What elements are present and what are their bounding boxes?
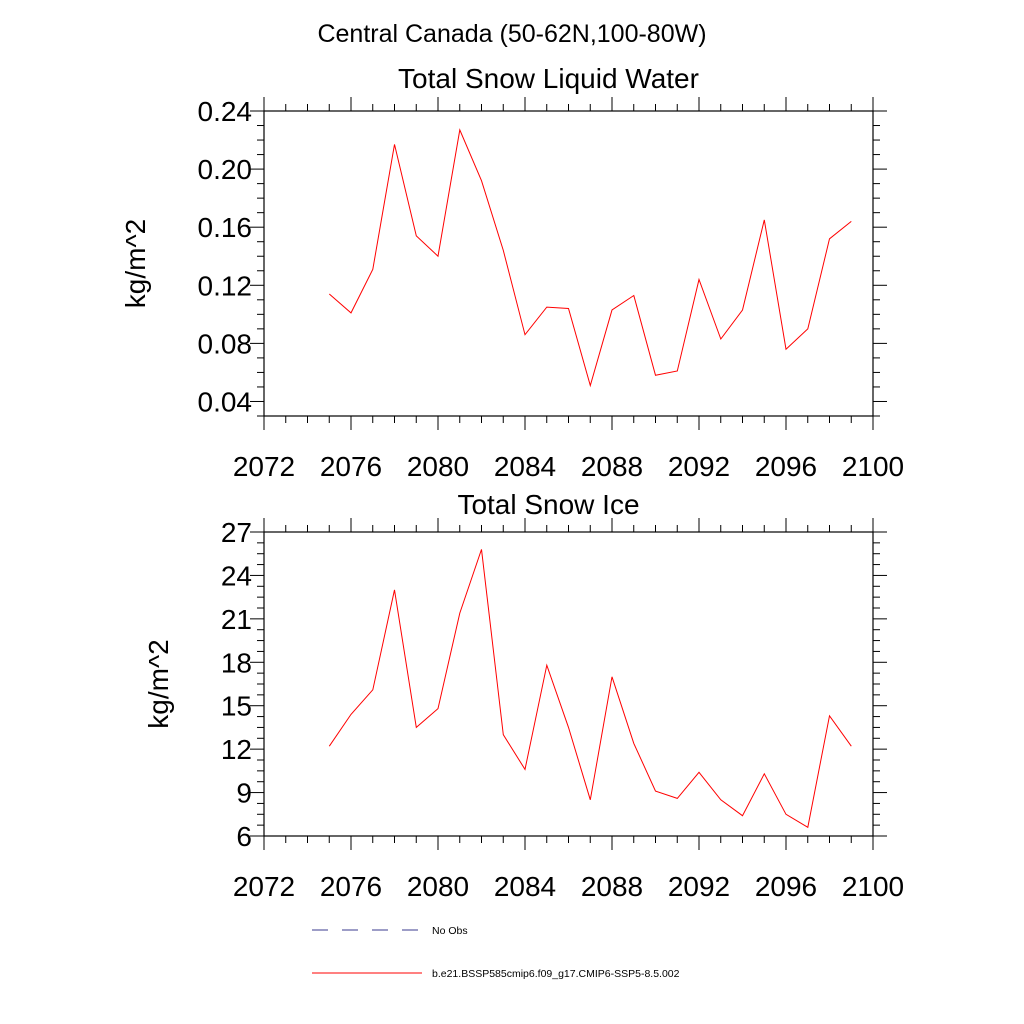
y-tick-label: 6 (236, 821, 252, 852)
figure-suptitle: Central Canada (50-62N,100-80W) (317, 20, 706, 48)
x-tick-label: 2084 (494, 451, 556, 482)
x-tick-label: 2096 (755, 451, 817, 482)
chart-title: Total Snow Ice (457, 489, 639, 520)
y-tick-label: 0.12 (198, 270, 253, 301)
y-tick-label: 9 (236, 778, 252, 809)
panel-snow-ice: Total Snow Ice 2072 2076 2080 2084 2088 2092 20… (143, 489, 904, 902)
y-axis-label: kg/m^2 (120, 219, 151, 308)
y-tick-label: 12 (221, 734, 252, 765)
x-tick-label: 2100 (842, 451, 904, 482)
x-tick-label: 2072 (233, 451, 295, 482)
y-tick-label: 27 (221, 517, 252, 548)
x-tick-label: 2096 (755, 871, 817, 902)
series-line (328, 549, 852, 829)
legend-label-no-obs: No Obs (432, 925, 468, 937)
y-tick-label: 24 (221, 560, 252, 591)
legend: No Obs b.e21.BSSP585cmip6.f09_g17.CMIP6-… (312, 925, 680, 980)
legend-label-model: b.e21.BSSP585cmip6.f09_g17.CMIP6-SSP5-8.… (432, 968, 680, 980)
plot-frame (263, 531, 874, 837)
y-tick-label: 0.24 (198, 96, 253, 127)
x-tick-label: 2100 (842, 871, 904, 902)
y-tick-label: 21 (221, 604, 252, 635)
x-tick-label: 2088 (581, 871, 643, 902)
x-tick-label: 2084 (494, 871, 556, 902)
chart-title: Total Snow Liquid Water (398, 63, 699, 94)
x-tick-label: 2092 (668, 451, 730, 482)
x-tick-label: 2080 (407, 451, 469, 482)
plot-frame (263, 110, 874, 417)
y-tick-label: 18 (221, 647, 252, 678)
y-tick-label: 0.04 (198, 386, 253, 417)
x-tick-label: 2076 (320, 871, 382, 902)
x-tick-label: 2088 (581, 451, 643, 482)
series-line (328, 128, 852, 388)
y-axis-label: kg/m^2 (143, 639, 174, 728)
panel-snow-liquid-water: Total Snow Liquid Water 2072 2076 2080 2084 2… (120, 63, 904, 482)
x-tick-label: 2080 (407, 871, 469, 902)
y-tick-label: 0.20 (198, 154, 253, 185)
y-tick-label: 0.08 (198, 328, 253, 359)
x-tick-label: 2076 (320, 451, 382, 482)
y-tick-label: 15 (221, 691, 252, 722)
y-tick-label: 0.16 (198, 212, 253, 243)
x-tick-label: 2072 (233, 871, 295, 902)
x-tick-label: 2092 (668, 871, 730, 902)
